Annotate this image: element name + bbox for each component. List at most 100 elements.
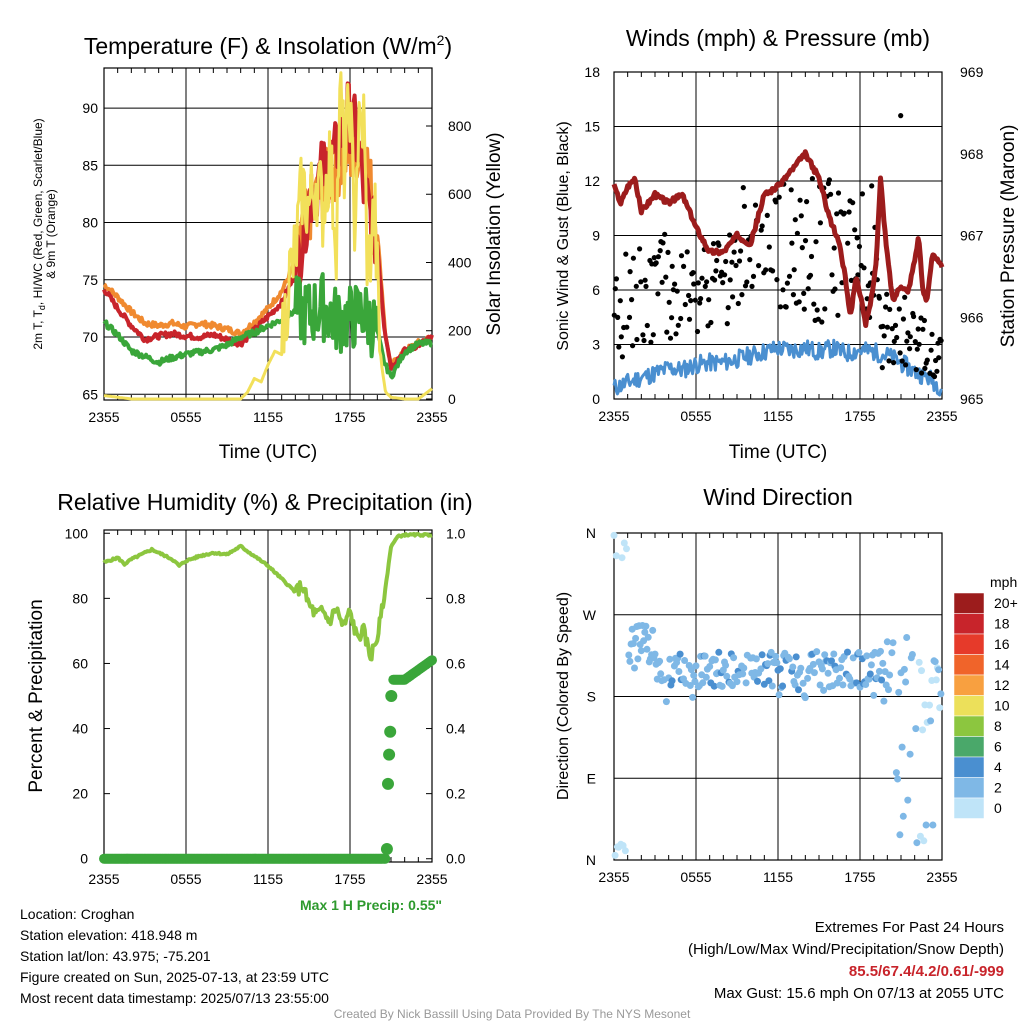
y2-tick-label: 400 [448, 254, 472, 270]
gust-point [644, 322, 650, 329]
x-tick-label: 2355 [416, 871, 447, 887]
gust-point [850, 200, 856, 206]
gust-point [928, 347, 934, 353]
direction-point [839, 681, 847, 689]
y2-tick-label: 1.0 [446, 525, 466, 541]
gust-point [637, 246, 643, 252]
plot-frame [103, 67, 433, 401]
y2-tick-label: 968 [960, 146, 984, 162]
direction-point [692, 662, 700, 670]
gust-point [627, 269, 633, 275]
gust-point [669, 263, 675, 269]
gust-point [852, 227, 858, 233]
temperature-panel: 2355 0555 1155 1755 2355 65 70 75 80 85 90 0 200 400 6… [31, 32, 505, 463]
direction-point [855, 649, 863, 656]
gust-point [702, 283, 708, 289]
legend-swatch [953, 777, 985, 799]
gust-point [805, 286, 811, 292]
direction-point [643, 645, 651, 653]
y-tick-label: 0 [592, 391, 600, 407]
legend-label: 6 [994, 739, 1002, 755]
panel-title: Temperature (F) & Insolation (W/m2) [84, 32, 452, 59]
gust-point [651, 255, 657, 261]
gust-point [626, 314, 633, 320]
direction-point [666, 655, 674, 663]
gust-point [738, 248, 744, 254]
legend-label: 2 [994, 780, 1002, 796]
gust-point [727, 277, 733, 283]
humidity-panel: 2355 0555 1155 1755 23550204060801000.00.20.… [26, 489, 473, 887]
gust-point [884, 324, 891, 330]
direction-point [879, 659, 887, 667]
gust-point [675, 322, 681, 328]
gust-point [934, 368, 940, 374]
direction-point [644, 633, 652, 641]
direction-point [878, 676, 886, 684]
legend-label: 4 [994, 759, 1002, 775]
direction-point [619, 842, 627, 849]
direction-point [701, 652, 709, 660]
direction-point [902, 678, 910, 686]
x-tick-label: 2355 [598, 408, 629, 424]
gust-point [797, 197, 803, 203]
gust-point [684, 249, 690, 255]
ylabel-sub: d [37, 305, 47, 310]
y-tick-label: 40 [72, 721, 88, 737]
direction-point [789, 663, 797, 671]
gust-point [612, 286, 618, 292]
direction-point [931, 658, 939, 666]
elevation-text: Station elevation: 418.948 m [20, 927, 198, 943]
direction-point [711, 656, 719, 664]
x-tick-label: 1155 [253, 871, 283, 887]
direction-point [920, 837, 928, 845]
direction-point [820, 686, 828, 694]
y-tick-label: S [587, 689, 596, 705]
direction-point [625, 651, 633, 659]
gust-point [695, 280, 701, 286]
ylabel-left: Direction (Colored By Speed) [555, 592, 572, 800]
gust-point [730, 294, 736, 300]
y-axis-label: 2m T, Td, HI/WC (Red, Green, Scarlet/Blu… [31, 118, 58, 349]
y2-tick-label: 967 [960, 228, 984, 244]
x-tick-label: 2355 [926, 869, 957, 885]
gust-point [643, 283, 649, 289]
gust-point [664, 329, 670, 335]
gust-point [828, 191, 834, 197]
gust-point [903, 362, 909, 368]
y2-tick-label: 200 [448, 323, 472, 339]
direction-point [657, 670, 665, 678]
direction-point [799, 679, 807, 687]
direction-point [880, 697, 888, 705]
gust-point [747, 257, 753, 263]
gust-point [678, 315, 684, 322]
direction-point [687, 666, 695, 674]
direction-point [637, 647, 645, 655]
direction-point [844, 648, 851, 656]
gust-point [666, 299, 672, 305]
direction-point [824, 669, 832, 677]
rh-line [102, 531, 433, 662]
title-end: ) [444, 33, 452, 59]
legend-label: 14 [994, 657, 1010, 673]
precip-point [380, 843, 393, 855]
legend-label: 0 [994, 800, 1002, 816]
gust-point [681, 263, 687, 269]
gust-point [682, 301, 688, 308]
series-line [103, 71, 433, 401]
gust-point [879, 365, 885, 371]
y-tick-label: N [586, 852, 596, 868]
direction-point [612, 552, 620, 560]
gust-point [749, 283, 755, 289]
gust-point [642, 277, 648, 283]
gust-point [829, 272, 835, 278]
direction-point [816, 681, 824, 689]
gust-point [796, 299, 802, 305]
direction-point [742, 679, 750, 687]
legend-label: 20+ [994, 595, 1018, 611]
gust-point [780, 287, 786, 293]
gust-point [869, 183, 875, 189]
direction-point [723, 672, 731, 680]
x-tick-label: 2355 [88, 409, 119, 425]
gust-point [859, 191, 866, 197]
gust-point [819, 319, 825, 325]
